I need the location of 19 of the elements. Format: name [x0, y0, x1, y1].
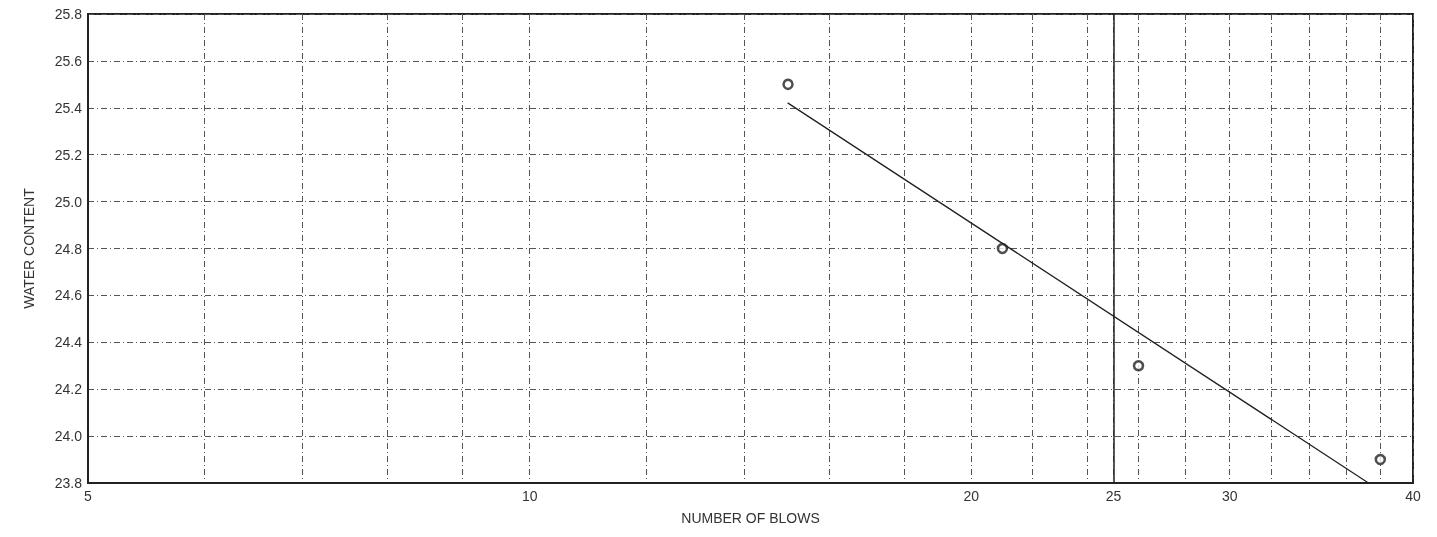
- y-tick-label: 25.2: [54, 146, 83, 163]
- x-tick-label: 10: [521, 488, 538, 504]
- y-tick-label: 24.8: [54, 240, 83, 257]
- y-tick-label: 24.4: [54, 334, 83, 351]
- y-tick-label: 25.8: [54, 6, 83, 22]
- x-axis-title: NUMBER OF BLOWS: [681, 510, 820, 526]
- y-tick-label: 24.6: [54, 287, 83, 304]
- x-tick-label: 20: [963, 488, 980, 504]
- x-tick-label: 25: [1105, 488, 1122, 504]
- x-tick-label: 30: [1221, 488, 1238, 504]
- x-tick-label: 40: [1405, 488, 1421, 504]
- x-tick-label: 5: [84, 488, 93, 504]
- y-tick-label: 25.0: [54, 193, 83, 210]
- y-tick-label: 25.4: [54, 99, 83, 116]
- y-tick-label: 24.2: [54, 381, 83, 398]
- y-tick-label: 23.8: [54, 475, 83, 491]
- y-axis-title: WATER CONTENT: [21, 187, 37, 309]
- y-tick-label: 25.6: [54, 52, 83, 69]
- y-tick-label: 24.0: [54, 428, 83, 445]
